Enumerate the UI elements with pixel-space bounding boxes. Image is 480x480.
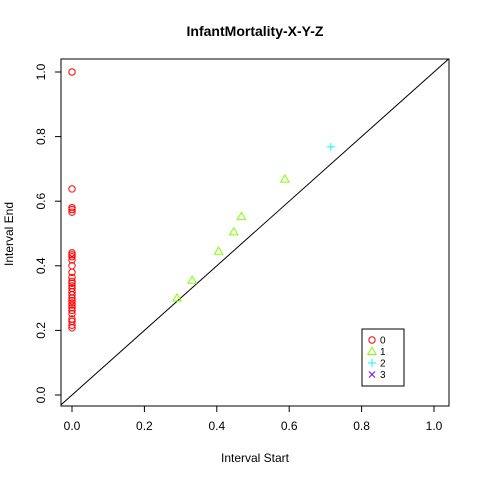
x-axis: 0.0 0.2 0.4 0.6 0.8 1.0	[64, 405, 443, 433]
data-point-series-1	[187, 275, 198, 284]
y-tick-label: 0.4	[34, 257, 48, 274]
data-point-series-0	[68, 253, 76, 261]
legend-marker-3	[368, 371, 376, 378]
data-point-series-0	[68, 321, 76, 329]
data-point-series-0	[68, 256, 76, 264]
y-tick-label: 0.6	[34, 193, 48, 210]
data-point-series-0	[68, 282, 76, 290]
data-point-series-0	[68, 268, 76, 276]
x-tick-label: 0.8	[353, 419, 370, 433]
data-point-series-0	[68, 205, 76, 214]
diagonal-reference-line	[60, 58, 449, 406]
data-point-series-0	[68, 304, 76, 312]
x-tick-label: 0.2	[136, 419, 153, 433]
x-tick-label: 0.0	[64, 419, 81, 433]
data-point-series-0	[68, 324, 76, 332]
data-point-series-0	[68, 277, 76, 286]
y-tick-label: 0.0	[34, 386, 48, 403]
data-point-series-0	[68, 251, 76, 259]
y-axis-title: Interval End	[2, 202, 16, 266]
y-tick-label: 1.0	[34, 63, 48, 80]
plot-area	[60, 58, 449, 406]
data-point-series-0	[68, 249, 76, 257]
data-point-series-1	[171, 292, 183, 302]
chart-title: InfantMortality-X-Y-Z	[187, 23, 324, 39]
data-point-series-1	[228, 226, 239, 236]
legend-marker-1	[366, 346, 378, 355]
data-point-series-0	[68, 185, 76, 193]
data-point-series-0	[68, 279, 76, 287]
x-tick-label: 1.0	[426, 419, 443, 433]
data-point-series-0	[68, 208, 76, 216]
y-axis: 0.0 0.2 0.4 0.6 0.8 1.0	[34, 63, 62, 403]
legend-marker-2	[368, 359, 376, 367]
data-point-series-0	[68, 203, 76, 212]
data-point-series-0	[68, 299, 76, 307]
data-point-series-1	[279, 174, 290, 183]
data-point-series-0	[68, 294, 76, 302]
legend-marker-0	[368, 336, 376, 344]
data-point-series-0	[68, 309, 76, 318]
legend-label-3: 3	[380, 370, 386, 381]
data-point-series-0	[68, 306, 76, 315]
x-axis-title: Interval Start	[221, 451, 290, 465]
y-tick-label: 0.2	[34, 322, 48, 339]
legend-label-1: 1	[380, 347, 386, 358]
legend-label-2: 2	[380, 359, 386, 370]
data-point-series-1	[236, 211, 247, 221]
y-tick-label: 0.8	[34, 128, 48, 145]
data-point-series-2	[326, 142, 335, 151]
data-point-series-0	[68, 291, 76, 299]
data-point-series-0	[68, 296, 76, 305]
x-tick-label: 0.6	[281, 419, 298, 433]
legend-label-0: 0	[380, 336, 386, 347]
data-point-series-0	[68, 68, 76, 76]
data-point-series-1	[213, 246, 224, 255]
data-point-series-0	[68, 273, 76, 282]
x-tick-label: 0.4	[208, 419, 225, 433]
data-point-series-0	[68, 301, 76, 309]
